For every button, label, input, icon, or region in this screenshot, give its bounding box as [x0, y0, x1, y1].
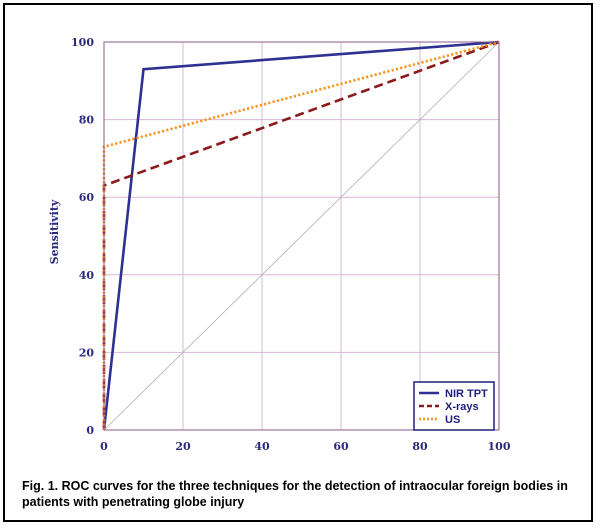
figure-caption: Fig. 1. ROC curves for the three techniq… — [22, 479, 568, 509]
tick-labels: 0 20 40 60 80 100 0 20 40 60 80 100 — [71, 36, 511, 453]
y-tick-label-3: 60 — [79, 191, 95, 204]
y-tick-label-5: 100 — [71, 36, 94, 49]
x-tick-label-4: 80 — [412, 440, 428, 453]
y-tick-label-1: 20 — [79, 346, 95, 359]
x-tick-label-1: 20 — [175, 440, 191, 453]
series-line-nir-tpt — [102, 40, 500, 431]
legend-label-us: US — [445, 414, 460, 426]
y-axis-label: Sensitivity — [48, 199, 61, 264]
reference-diagonal — [103, 41, 500, 431]
x-tick-label-2: 40 — [254, 440, 270, 453]
legend-label-x-rays: X-rays — [445, 401, 479, 413]
x-tick-label-0: 0 — [100, 440, 108, 453]
x-tick-label-5: 100 — [488, 440, 511, 453]
figure-frame — [3, 3, 593, 522]
x-tick-label-3: 60 — [333, 440, 349, 453]
y-tick-label-4: 80 — [79, 114, 95, 127]
y-tick-label-0: 0 — [86, 424, 94, 437]
legend-label-nir-tpt: NIR TPT — [445, 388, 488, 400]
diagonal-line — [103, 41, 500, 431]
y-tick-label-2: 40 — [79, 269, 95, 282]
plot-border — [103, 41, 500, 431]
